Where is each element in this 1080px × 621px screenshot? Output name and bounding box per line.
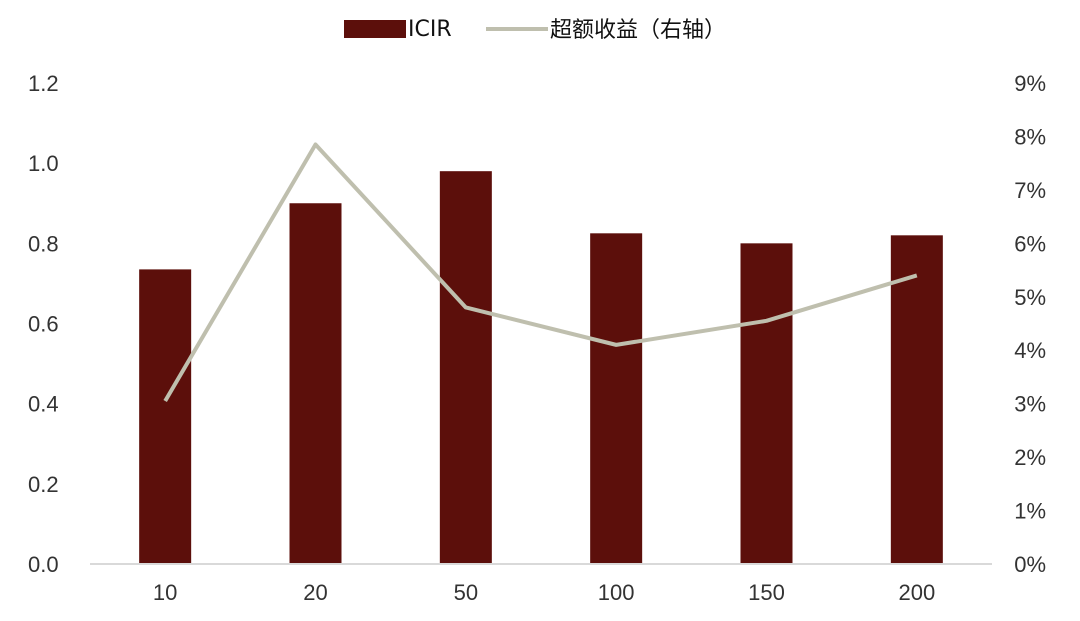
bar	[139, 269, 192, 564]
legend-label-excess-return: 超额收益（右轴）	[550, 18, 726, 43]
bar	[590, 233, 643, 564]
right-tick-label: 5%	[1014, 285, 1046, 310]
left-tick-label: 1.0	[28, 151, 59, 176]
right-tick-label: 3%	[1014, 392, 1046, 417]
bars	[139, 171, 943, 565]
right-tick-label: 8%	[1014, 124, 1046, 149]
x-tick-label: 150	[748, 580, 785, 605]
bar	[439, 171, 492, 564]
legend: ICIR 超额收益（右轴）	[344, 17, 726, 43]
bar	[289, 203, 342, 564]
x-axis-ticks: 10 20 50 100 150 200	[153, 580, 935, 605]
x-tick-label: 20	[303, 580, 327, 605]
right-tick-label: 6%	[1014, 231, 1046, 256]
left-tick-label: 0.0	[28, 552, 59, 577]
x-tick-label: 50	[454, 580, 478, 605]
right-tick-label: 1%	[1014, 499, 1046, 524]
right-tick-label: 7%	[1014, 178, 1046, 203]
right-axis-ticks: 0% 1% 2% 3% 4% 5% 6% 7% 8% 9%	[1014, 71, 1046, 577]
left-tick-label: 0.6	[28, 312, 59, 337]
left-tick-label: 1.2	[28, 71, 59, 96]
left-tick-label: 0.2	[28, 472, 59, 497]
legend-swatch-icir	[344, 20, 406, 38]
excess-return-line	[163, 142, 918, 403]
line-series	[163, 142, 918, 403]
right-tick-label: 4%	[1014, 338, 1046, 363]
left-tick-label: 0.8	[28, 231, 59, 256]
left-axis-ticks: 0.0 0.2 0.4 0.6 0.8 1.0 1.2	[28, 71, 59, 577]
legend-label-icir: ICIR	[408, 17, 452, 42]
x-tick-label: 100	[598, 580, 635, 605]
bar	[740, 243, 793, 565]
right-tick-label: 9%	[1014, 71, 1046, 96]
x-tick-label: 200	[898, 580, 935, 605]
bar	[890, 235, 943, 565]
right-tick-label: 0%	[1014, 552, 1046, 577]
left-tick-label: 0.4	[28, 392, 59, 417]
x-tick-label: 10	[153, 580, 177, 605]
right-tick-label: 2%	[1014, 445, 1046, 470]
